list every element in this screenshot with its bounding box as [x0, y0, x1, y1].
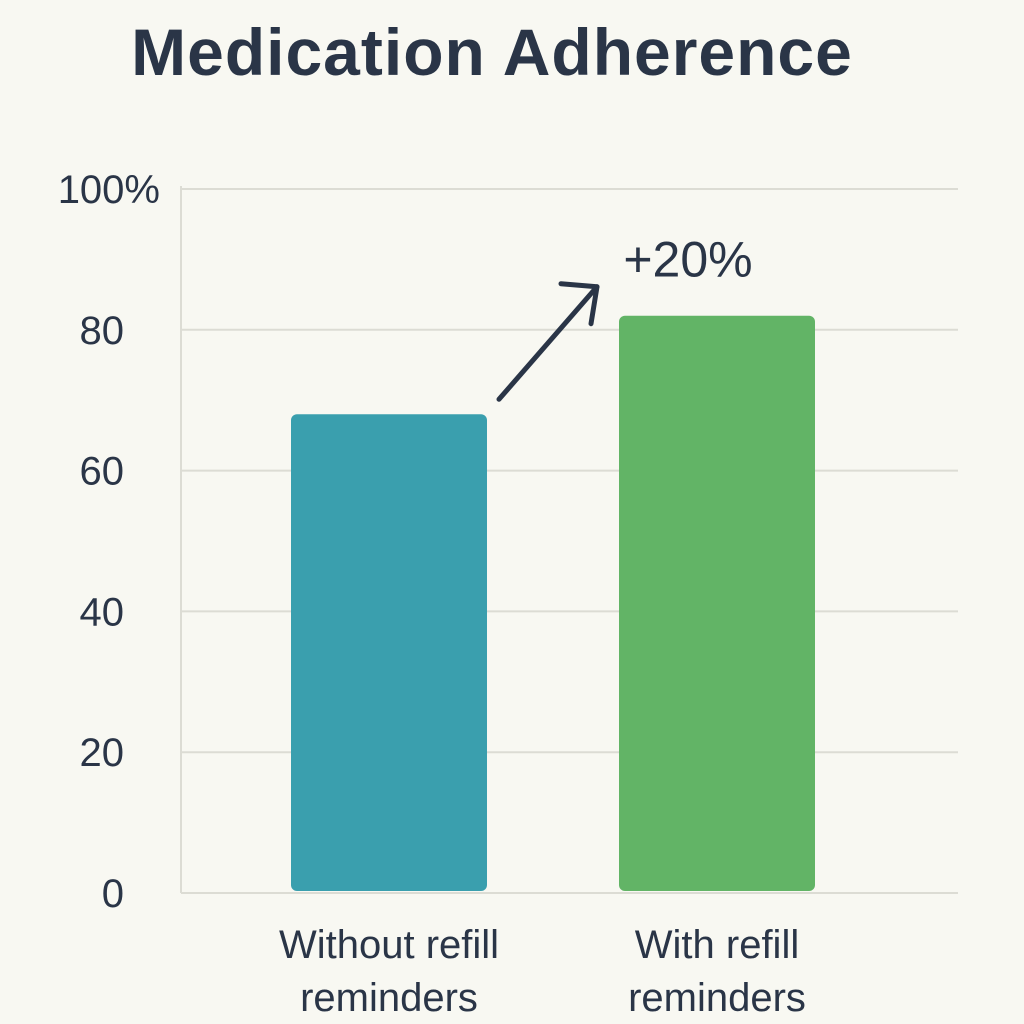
y-tick-label: 60 [80, 450, 125, 494]
y-tick-label: 40 [80, 590, 125, 634]
annotation: +20% [496, 232, 753, 402]
bars [291, 315, 815, 892]
y-tick-label: 20 [80, 731, 125, 775]
annotation-label: +20% [623, 232, 752, 288]
x-axis-labels: Without refill reminders With refill remind… [279, 923, 806, 1020]
x-tick-label: reminders [300, 976, 478, 1020]
bar [619, 315, 815, 892]
chart-title: Medication Adherence [131, 15, 853, 89]
x-tick-label: Without refill [279, 923, 499, 967]
y-axis-ticks: 0 20 40 60 80 100% [58, 168, 160, 916]
x-tick-label: With refill [635, 923, 799, 967]
y-tick-label: 100% [58, 168, 160, 212]
y-tick-label: 80 [80, 309, 125, 353]
arrow-head [558, 281, 600, 327]
y-tick-label: 0 [102, 872, 124, 916]
bar [291, 414, 487, 891]
x-tick-label: reminders [628, 976, 806, 1020]
arrow-shaft [496, 284, 600, 402]
